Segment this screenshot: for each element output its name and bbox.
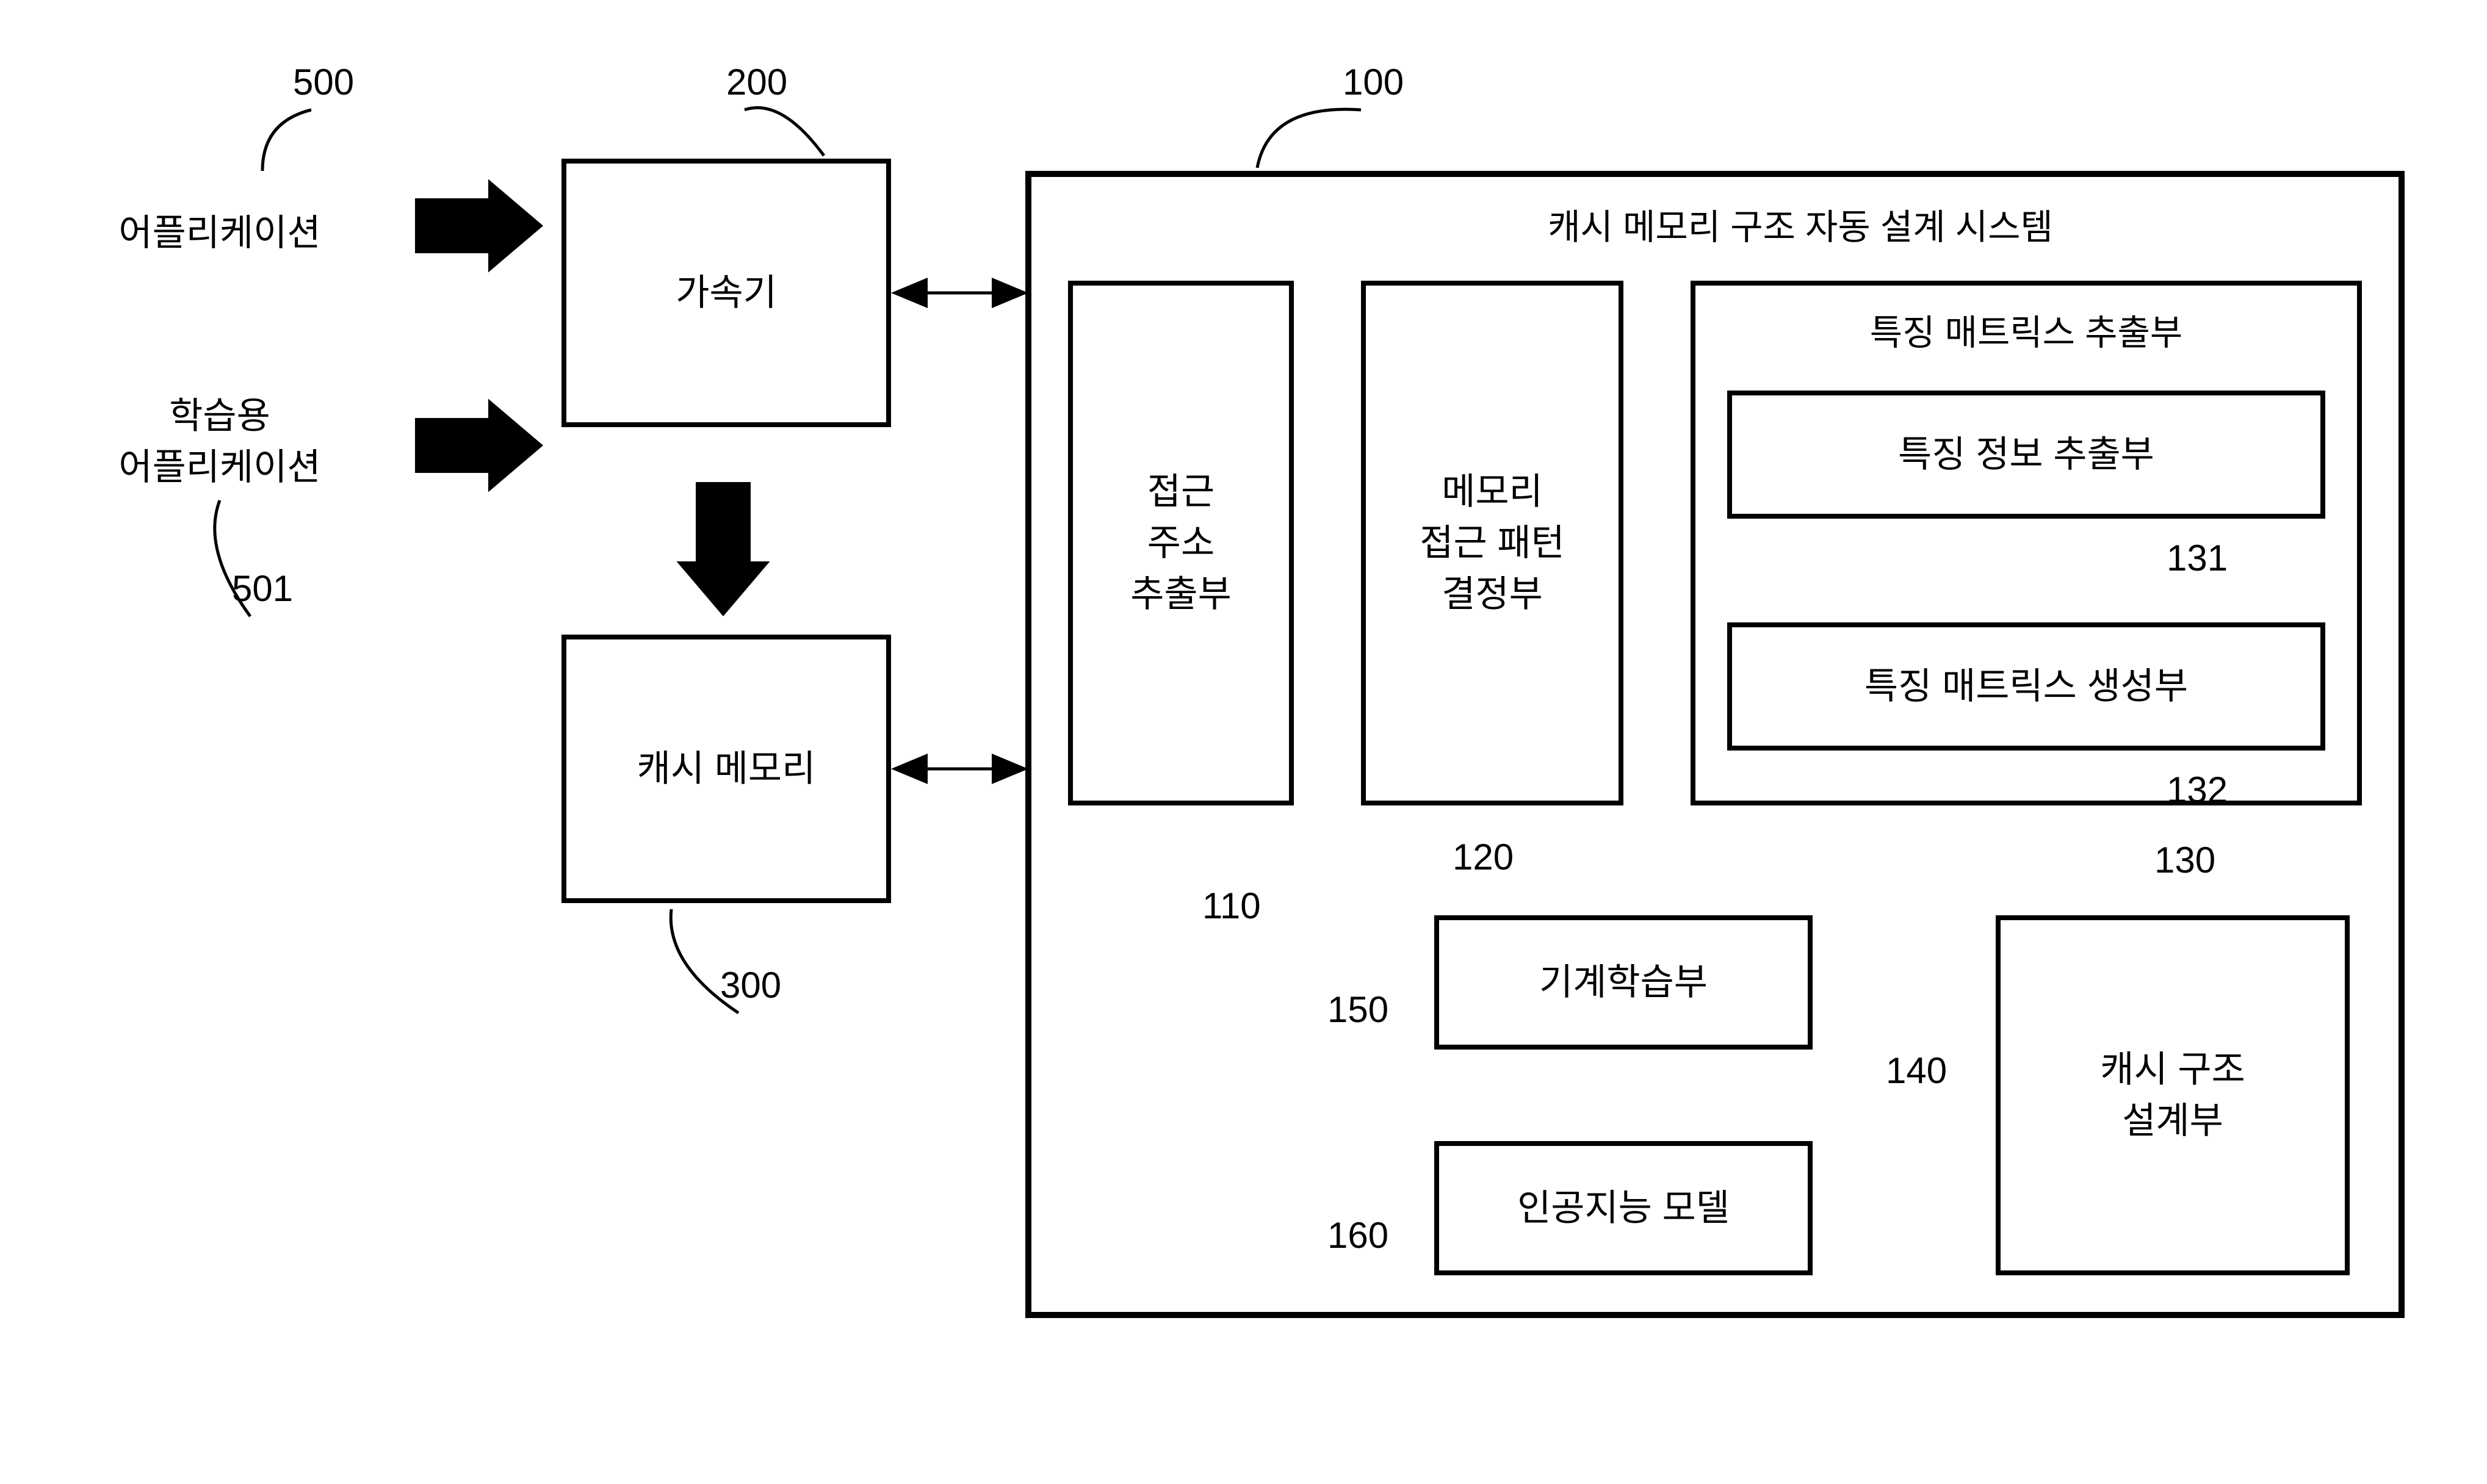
ai-model-box: 인공지능 모델 — [1434, 1141, 1813, 1275]
accelerator-text: 가속기 — [676, 267, 777, 319]
ref-160: 160 — [1327, 1214, 1388, 1256]
feature-info-box: 특징 정보 추출부 — [1727, 391, 2325, 519]
system-title: 캐시 메모리 구조 자동 설계 시스템 — [1117, 198, 2484, 250]
ref-131: 131 — [2167, 537, 2228, 579]
ref-110: 110 — [1202, 885, 1261, 927]
training-app-label: 학습용 어플리케이션 — [67, 391, 372, 493]
ref-132: 132 — [2167, 769, 2228, 811]
ref-200: 200 — [726, 61, 787, 103]
accelerator-box: 가속기 — [561, 159, 891, 427]
cache-designer-box: 캐시 구조 설계부 — [1996, 915, 2350, 1275]
ref-130: 130 — [2154, 839, 2215, 881]
ref-500: 500 — [293, 61, 354, 103]
addr-extractor-box: 접근 주소 추출부 — [1068, 281, 1294, 805]
pattern-decider-text: 메모리 접근 패턴 결정부 — [1420, 466, 1564, 620]
ref-150: 150 — [1327, 989, 1388, 1031]
pattern-decider-box: 메모리 접근 패턴 결정부 — [1361, 281, 1623, 805]
feature-info-text: 특징 정보 추출부 — [1898, 429, 2154, 480]
ml-unit-text: 기계학습부 — [1539, 957, 1708, 1008]
ml-unit-box: 기계학습부 — [1434, 915, 1813, 1050]
cache-designer-text: 캐시 구조 설계부 — [2100, 1044, 2245, 1147]
addr-extractor-text: 접근 주소 추출부 — [1130, 466, 1232, 620]
ai-model-text: 인공지능 모델 — [1517, 1183, 1730, 1234]
ref-300: 300 — [720, 964, 781, 1006]
ref-100: 100 — [1343, 61, 1404, 103]
feature-container-title: 특징 매트릭스 추출부 — [1695, 304, 2357, 355]
ref-501: 501 — [232, 567, 293, 610]
app-label: 어플리케이션 — [67, 207, 372, 259]
diagram-canvas: 어플리케이션 학습용 어플리케이션 가속기 캐시 메모리 캐시 메모리 구조 자… — [0, 0, 2487, 1484]
ref-120: 120 — [1453, 836, 1514, 878]
ref-140: 140 — [1886, 1050, 1947, 1092]
cache-memory-box: 캐시 메모리 — [561, 635, 891, 903]
cache-memory-text: 캐시 메모리 — [637, 743, 816, 794]
feature-matrix-gen-box: 특징 매트릭스 생성부 — [1727, 622, 2325, 751]
feature-matrix-gen-text: 특징 매트릭스 생성부 — [1864, 661, 2188, 712]
